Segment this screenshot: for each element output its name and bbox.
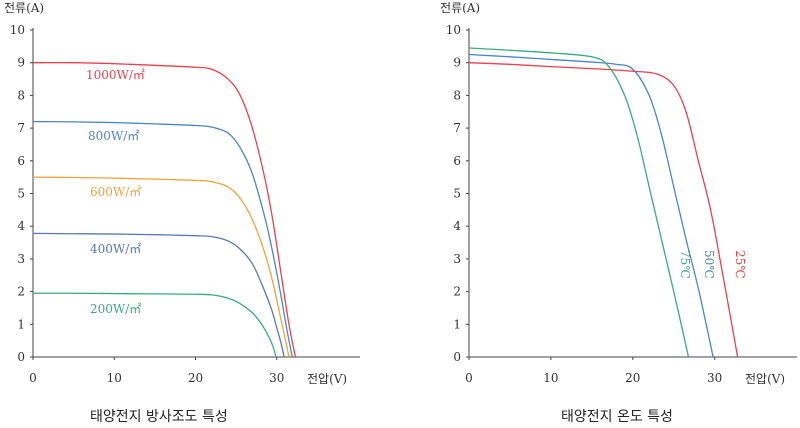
y-tick-label: 0	[453, 350, 461, 364]
y-tick-label: 4	[17, 219, 25, 233]
series-label: 800W/㎡	[88, 129, 139, 143]
series-label: 600W/㎡	[90, 185, 141, 199]
y-axis-label: 전류(A)	[4, 1, 44, 15]
irradiance-chart: 0 1 2 3 4 5 6 7 8 9 10 0 10 20 30 1000W/㎡ 800W/㎡ 600W/㎡…	[4, 1, 360, 425]
x-tick-label: 10	[543, 371, 558, 385]
y-tick-label: 10	[10, 23, 25, 37]
x-tick-label: 30	[269, 371, 284, 385]
series-group: 1000W/㎡ 800W/㎡ 600W/㎡ 400W/㎡ 200W/㎡	[32, 61, 297, 358]
y-tick-label: 1	[453, 317, 461, 331]
y-tick-label: 3	[453, 252, 461, 266]
x-tick-label: 0	[29, 371, 37, 385]
x-ticks: 0 10 20 30	[465, 357, 722, 385]
y-tick-label: 7	[453, 121, 461, 135]
series-group: 25℃ 50℃ 75℃	[468, 47, 747, 358]
x-tick-label: 30	[707, 371, 722, 385]
chart-title: 태양전지 온도 특성	[561, 409, 673, 425]
y-tick-label: 8	[17, 88, 25, 102]
series-line	[32, 61, 297, 358]
series-label: 25℃	[733, 250, 747, 279]
series-line	[32, 232, 285, 358]
series-label: 200W/㎡	[90, 302, 141, 316]
series-line	[468, 62, 739, 358]
series-label: 400W/㎡	[90, 242, 141, 256]
y-tick-label: 10	[446, 23, 461, 37]
series-label: 75℃	[678, 250, 692, 279]
x-ticks: 0 10 20 30	[29, 357, 284, 385]
y-tick-label: 9	[17, 56, 25, 70]
series-line	[468, 47, 690, 358]
temperature-chart: 0 1 2 3 4 5 6 7 8 9 10 0 10 20 30 25℃ 50℃ 75℃ 전류(A) 전압(…	[440, 1, 797, 425]
x-tick-label: 10	[107, 371, 122, 385]
y-tick-label: 3	[17, 252, 25, 266]
y-tick-label: 6	[453, 154, 461, 168]
series-label: 50℃	[702, 250, 716, 279]
series-line	[32, 292, 277, 358]
y-tick-label: 2	[17, 285, 25, 299]
series-label: 1000W/㎡	[86, 68, 145, 82]
series-line	[32, 176, 290, 358]
y-ticks: 0 1 2 3 4 5 6 7 8 9 10	[10, 23, 33, 364]
series-line	[32, 120, 293, 358]
y-tick-label: 9	[453, 56, 461, 70]
y-tick-label: 0	[17, 350, 25, 364]
x-tick-label: 0	[465, 371, 473, 385]
y-tick-label: 2	[453, 285, 461, 299]
y-tick-label: 7	[17, 121, 25, 135]
y-tick-label: 4	[453, 219, 461, 233]
x-tick-label: 20	[625, 371, 640, 385]
y-tick-label: 5	[17, 187, 25, 201]
chart-title: 태양전지 방사조도 특성	[90, 409, 228, 425]
series-line	[468, 53, 714, 358]
x-axis-label: 전압(V)	[745, 372, 785, 386]
y-tick-label: 1	[17, 317, 25, 331]
y-ticks: 0 1 2 3 4 5 6 7 8 9 10	[446, 23, 469, 364]
x-axis-label: 전압(V)	[307, 372, 347, 386]
x-tick-label: 20	[188, 371, 203, 385]
y-axis-label: 전류(A)	[440, 1, 480, 15]
y-tick-label: 6	[17, 154, 25, 168]
y-tick-label: 8	[453, 88, 461, 102]
y-tick-label: 5	[453, 187, 461, 201]
